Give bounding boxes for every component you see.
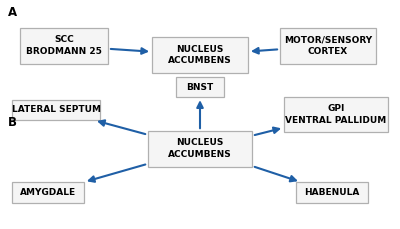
FancyBboxPatch shape [152,37,248,73]
Text: AMYGDALE: AMYGDALE [20,188,76,197]
FancyBboxPatch shape [296,182,368,203]
Text: HABENULA: HABENULA [304,188,360,197]
FancyBboxPatch shape [12,182,84,203]
Text: GPI
VENTRAL PALLIDUM: GPI VENTRAL PALLIDUM [285,104,387,125]
FancyBboxPatch shape [148,131,252,167]
Text: LATERAL SEPTUM: LATERAL SEPTUM [12,105,100,114]
Text: B: B [8,116,17,129]
Text: NUCLEUS
ACCUMBENS: NUCLEUS ACCUMBENS [168,45,232,65]
FancyBboxPatch shape [12,100,100,120]
FancyBboxPatch shape [20,28,108,63]
Text: BNST: BNST [186,82,214,92]
FancyBboxPatch shape [176,77,224,97]
Text: MOTOR/SENSORY
CORTEX: MOTOR/SENSORY CORTEX [284,35,372,56]
FancyBboxPatch shape [280,28,376,63]
Text: NUCLEUS
ACCUMBENS: NUCLEUS ACCUMBENS [168,139,232,159]
Text: A: A [8,6,17,19]
FancyBboxPatch shape [284,97,388,132]
Text: SCC
BRODMANN 25: SCC BRODMANN 25 [26,35,102,56]
